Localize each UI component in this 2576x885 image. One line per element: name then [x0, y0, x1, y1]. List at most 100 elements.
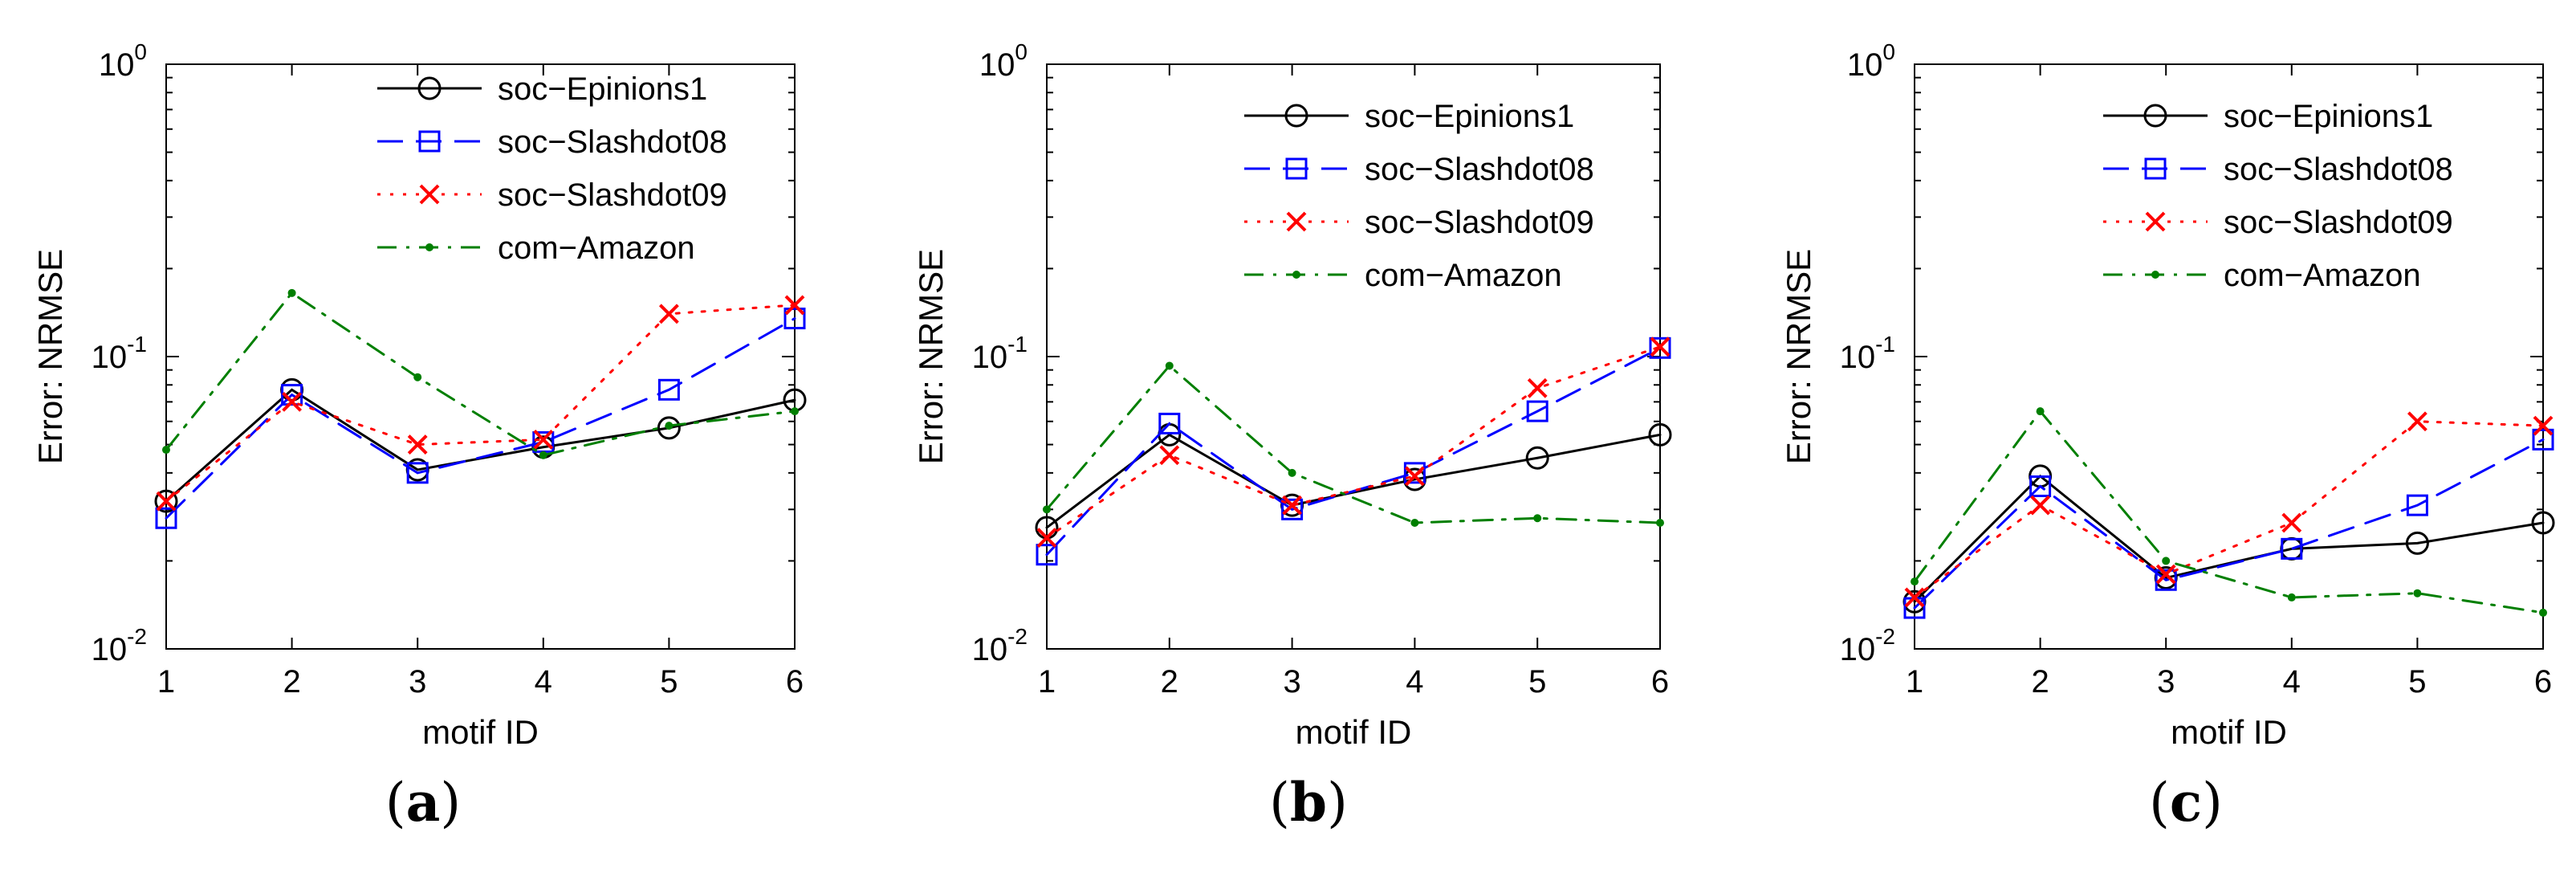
- x-tick-label: 3: [1283, 664, 1300, 699]
- series-0: [1902, 464, 2555, 614]
- x-tick-label: 6: [2534, 664, 2552, 699]
- series-1: [1036, 336, 1671, 566]
- y-tick-exponent: 0: [1015, 39, 1028, 64]
- data-point: [783, 308, 806, 330]
- x-axis-label: motif ID: [422, 713, 539, 751]
- data-point: [791, 407, 799, 416]
- data-point: [784, 295, 805, 316]
- data-point: [2407, 411, 2427, 432]
- data-point: [407, 434, 428, 455]
- data-point: [1656, 518, 1664, 527]
- panel-label-a: (a): [385, 771, 462, 834]
- y-tick-label: 100: [979, 39, 1028, 83]
- legend: soc−Epinions1 soc−Slashdot08 soc−Slashdot0…: [2103, 99, 2453, 293]
- x-tick-label: 4: [2283, 664, 2301, 699]
- legend-label: soc−Epinions1: [1365, 99, 1574, 134]
- legend-marker: [1286, 211, 1307, 232]
- data-point: [2281, 537, 2303, 560]
- series-line: [1045, 364, 1662, 524]
- data-point: [162, 446, 170, 455]
- x-axis-label: motif ID: [1296, 713, 1412, 751]
- data-point: [2532, 428, 2554, 451]
- data-point: [2155, 569, 2177, 591]
- y-tick-base: 10: [972, 340, 1008, 375]
- y-axis-label: Error: NRMSE: [912, 249, 950, 464]
- y-tick-label: 10-1: [1840, 332, 1895, 375]
- legend-label: soc−Slashdot08: [2224, 152, 2453, 187]
- data-point: [156, 491, 177, 512]
- series-2: [1904, 411, 2554, 608]
- x-tick-label: 2: [283, 664, 300, 699]
- y-tick-label: 100: [99, 39, 147, 83]
- data-point: [2030, 495, 2051, 516]
- series-line: [1045, 433, 1662, 529]
- y-tick-exponent: -2: [1007, 624, 1028, 649]
- series-line: [165, 304, 796, 503]
- y-tick-base: 10: [99, 47, 135, 83]
- y-tick-base: 10: [92, 340, 128, 375]
- y-axis-label: Error: NRMSE: [1780, 249, 1817, 464]
- legend-marker: [418, 130, 441, 153]
- legend-label: soc−Epinions1: [2224, 99, 2433, 134]
- x-tick-label: 2: [2031, 664, 2049, 699]
- data-point: [1527, 377, 1548, 398]
- legend-label: soc−Epinions1: [498, 71, 707, 107]
- y-tick-label: 10-1: [972, 332, 1028, 375]
- legend: soc−Epinions1 soc−Slashdot08 soc−Slashdot0…: [1244, 99, 1594, 293]
- data-point: [282, 391, 303, 412]
- y-tick-exponent: -1: [127, 332, 147, 357]
- data-point: [1650, 336, 1671, 357]
- legend-label: soc−Slashdot09: [1365, 205, 1594, 240]
- series-3: [1911, 407, 2547, 617]
- legend-label: com−Amazon: [498, 230, 695, 266]
- data-point: [539, 451, 547, 459]
- y-tick-base: 10: [979, 47, 1015, 83]
- y-tick-base: 10: [1840, 340, 1876, 375]
- data-point: [2162, 557, 2171, 565]
- data-point: [1533, 514, 1542, 523]
- series-line: [1913, 474, 2545, 603]
- legend-label: soc−Slashdot08: [498, 124, 727, 160]
- series-line: [1913, 420, 2545, 599]
- y-tick-exponent: -2: [127, 624, 147, 649]
- y-tick-label: 10-1: [92, 332, 147, 375]
- y-tick-base: 10: [1847, 47, 1883, 83]
- x-tick-label: 2: [1161, 664, 1178, 699]
- y-tick-exponent: -1: [1007, 332, 1028, 357]
- x-tick-label: 5: [1528, 664, 1546, 699]
- x-tick-label: 1: [1038, 664, 1056, 699]
- data-point: [1036, 528, 1057, 549]
- data-point: [1904, 587, 1925, 608]
- series-2: [156, 295, 805, 512]
- y-tick-base: 10: [92, 632, 128, 667]
- series-3: [162, 288, 799, 459]
- legend-label: soc−Slashdot09: [498, 177, 727, 213]
- data-point: [533, 429, 554, 450]
- data-point: [1525, 446, 1549, 470]
- x-tick-label: 6: [1651, 664, 1669, 699]
- series-line: [1045, 345, 1662, 540]
- data-point: [1526, 400, 1548, 422]
- legend-marker: [1285, 157, 1308, 180]
- data-point: [2155, 564, 2176, 585]
- data-point: [2539, 608, 2547, 617]
- legend-marker: [2151, 271, 2159, 279]
- legend-marker: [1284, 104, 1308, 128]
- x-tick-label: 5: [660, 664, 678, 699]
- legend-marker: [419, 184, 440, 205]
- x-tick-label: 6: [786, 664, 804, 699]
- y-tick-label: 10-2: [972, 624, 1028, 667]
- data-point: [2406, 494, 2428, 516]
- x-axis-label: motif ID: [2171, 713, 2287, 751]
- series-3: [1043, 361, 1664, 527]
- y-tick-label: 100: [1847, 39, 1895, 83]
- data-point: [1043, 505, 1051, 514]
- y-tick-exponent: 0: [134, 39, 147, 64]
- y-tick-exponent: 0: [1882, 39, 1895, 64]
- series-line: [1045, 346, 1662, 557]
- data-point: [281, 384, 303, 406]
- data-point: [2036, 407, 2045, 416]
